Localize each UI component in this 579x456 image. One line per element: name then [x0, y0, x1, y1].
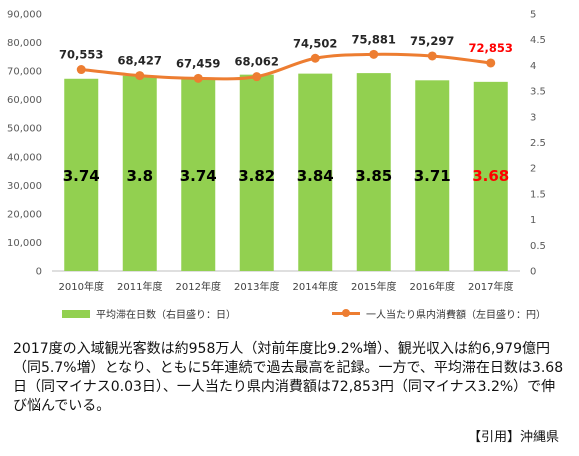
line-value-label: 75,297: [410, 34, 454, 48]
bar-value-label: 3.74: [63, 167, 100, 185]
bar-2015年度: [356, 73, 391, 271]
x-tick-label: 2017年度: [468, 280, 513, 293]
y-right-tick-label: 1: [530, 215, 536, 226]
y-right-tick-label: 1.5: [530, 189, 546, 200]
line-point-2014年度: [310, 53, 320, 63]
x-tick-label: 2015年度: [351, 280, 396, 293]
line-value-label: 67,459: [176, 56, 220, 70]
y-left-tick-label: 20,000: [7, 209, 42, 220]
y-left-tick-label: 10,000: [7, 238, 42, 249]
y-right-tick-label: 3: [530, 112, 536, 123]
bar-2011年度: [122, 75, 157, 272]
y-right-tick-label: 5: [530, 10, 536, 21]
y-right-tick-label: 3.5: [530, 87, 546, 98]
legend-label-line: 一人当たり県内消費額（左目盛り：円）: [366, 310, 546, 321]
chart-legend: 平均滞在日数（右目盛り：日） 一人当たり県内消費額（左目盛り：円）: [54, 306, 554, 326]
y-right-tick-label: 0: [530, 267, 536, 278]
legend-item-line: 一人当たり県内消費額（左目盛り：円）: [332, 306, 546, 321]
bar-value-label: 3.8: [126, 167, 153, 185]
bar-value-label: 3.84: [297, 167, 334, 185]
line-value-label: 68,427: [118, 54, 162, 68]
bar-2012年度: [181, 78, 216, 271]
x-tick-label: 2010年度: [59, 280, 104, 293]
line-point-2011年度: [135, 71, 145, 81]
bar-value-label: 3.71: [414, 167, 451, 185]
line-value-label: 68,062: [235, 55, 279, 69]
legend-swatch-line: [332, 309, 360, 317]
y-left-tick-label: 90,000: [7, 10, 42, 21]
y-left-tick-label: 40,000: [7, 152, 42, 163]
line-point-2016年度: [427, 51, 437, 61]
line-point-2013年度: [252, 72, 262, 82]
y-right-tick-label: 4.5: [530, 35, 546, 46]
line-value-label: 72,853: [469, 41, 513, 55]
y-left-tick-label: 0: [36, 267, 42, 278]
y-right-tick-label: 2: [530, 164, 536, 175]
x-tick-label: 2013年度: [234, 280, 279, 293]
bar-value-label: 3.68: [472, 167, 509, 185]
line-value-label: 74,502: [293, 36, 337, 50]
y-right-tick-label: 4: [530, 61, 536, 72]
line-value-label: 70,553: [59, 48, 103, 62]
y-left-tick-label: 50,000: [7, 124, 42, 135]
line-value-label: 75,881: [352, 32, 396, 46]
bar-2014年度: [298, 73, 333, 272]
line-point-2012年度: [193, 73, 203, 83]
y-left-tick-label: 30,000: [7, 181, 42, 192]
y-left-tick-label: 70,000: [7, 67, 42, 78]
y-right-tick-label: 0.5: [530, 241, 546, 252]
x-tick-label: 2012年度: [176, 280, 221, 293]
legend-label-bar: 平均滞在日数（右目盛り：日）: [96, 310, 236, 321]
line-consumption: [81, 52, 491, 81]
bar-2010年度: [64, 78, 99, 271]
bar-value-label: 3.74: [180, 167, 217, 185]
x-tick-label: 2014年度: [293, 280, 338, 293]
legend-swatch-bar: [62, 309, 90, 318]
line-point-2017年度: [486, 58, 496, 68]
bar-value-label: 3.85: [355, 167, 392, 185]
source-citation: 【引用】沖縄県: [467, 430, 559, 445]
bar-value-label: 3.82: [238, 167, 275, 185]
bar-2016年度: [415, 80, 450, 271]
chart-caption: 2017度の入域観光客数は約958万人（対前年度比9.2%増）、観光収入は約6,…: [13, 341, 564, 414]
line-point-2010年度: [76, 65, 86, 75]
line-point-2015年度: [369, 49, 379, 59]
combo-chart: 0 10,000 20,000 30,000 40,000 50,000 60,000 70,…: [7, 10, 546, 294]
y-left-tick-label: 60,000: [7, 95, 42, 106]
x-tick-label: 2011年度: [117, 280, 162, 293]
y-left-tick-label: 80,000: [7, 38, 42, 49]
legend-item-bar: 平均滞在日数（右目盛り：日）: [62, 306, 236, 321]
y-right-tick-label: 2.5: [530, 138, 546, 149]
x-tick-label: 2016年度: [410, 280, 455, 293]
bar-2017年度: [473, 81, 508, 272]
bar-2013年度: [239, 74, 274, 271]
